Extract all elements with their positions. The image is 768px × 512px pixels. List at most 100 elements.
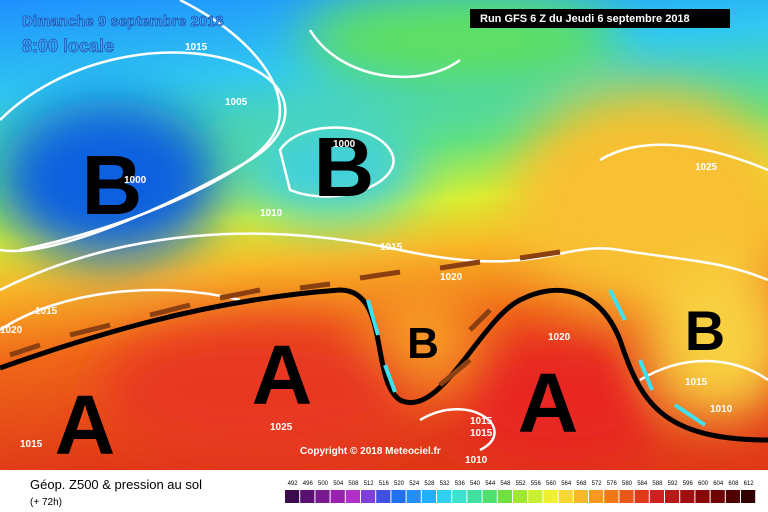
legend-swatch [619,490,634,503]
isobar-label: 1010 [260,208,283,219]
legend-label: 596 [683,481,694,487]
pressure-centre: A [518,356,579,450]
legend-label: 568 [576,481,587,487]
legend-swatch [452,490,467,503]
legend-swatch [589,490,604,503]
legend-swatch [300,490,315,503]
legend-swatch [406,490,421,503]
isobar-label: 1015 [470,428,493,439]
isobar-label: 1015 [470,416,493,427]
legend-swatch [513,490,528,503]
legend-swatch [315,490,330,503]
legend-swatch [482,490,497,503]
legend-swatch [497,490,512,503]
isobar-label: 1000 [124,175,147,186]
legend-label: 592 [668,481,679,487]
legend-swatch [680,490,695,503]
wind-arrows [9,249,561,387]
legend-label: 556 [531,481,542,487]
legend-swatch [665,490,680,503]
legend-label: 560 [546,481,557,487]
legend-label: 516 [379,481,390,487]
legend-swatch [421,490,436,503]
isobar-label: 1020 [0,325,23,336]
pressure-centre: B [314,120,375,214]
pressure-centre: B [407,319,439,368]
cyan-arrows [366,289,707,427]
legend-label: 612 [744,481,755,487]
legend-label: 600 [698,481,709,487]
legend-label: 496 [303,481,314,487]
legend-label: 492 [288,481,299,487]
legend-label: 504 [333,481,344,487]
legend-label: 584 [637,481,648,487]
legend-swatch [285,490,300,503]
legend-swatch [391,490,406,503]
legend-swatch [573,490,588,503]
pressure-centre: A [252,328,313,422]
legend-label: 564 [561,481,572,487]
legend-swatch [528,490,543,503]
isobar-label: 1015 [380,242,403,253]
legend-swatch [741,490,756,503]
isobar-label: 1025 [270,422,293,433]
legend-label: 552 [516,481,527,487]
legend-label: 540 [470,481,481,487]
legend-swatch [467,490,482,503]
isobar-label: 1015 [20,439,43,450]
footer-title: Géop. Z500 & pression au sol [30,477,202,492]
run-info: Run GFS 6 Z du Jeudi 6 septembre 2018 [480,13,690,25]
jet-axis [0,287,768,443]
legend-label: 588 [652,481,663,487]
legend-swatch [437,490,452,503]
legend-swatch [710,490,725,503]
legend-label: 608 [728,481,739,487]
pressure-centre: B [82,138,143,232]
legend-swatch [649,490,664,503]
isobar-label: 1015 [35,306,58,317]
legend-label: 500 [318,481,329,487]
valid-time: 8:00 locale [22,36,114,56]
legend-swatch [604,490,619,503]
legend-swatch [330,490,345,503]
legend-label: 528 [424,481,435,487]
legend-label: 520 [394,481,405,487]
legend-swatch [695,490,710,503]
legend-label: 532 [440,481,451,487]
legend-label: 544 [485,481,496,487]
legend-swatch [361,490,376,503]
isobar-label: 1025 [695,162,718,173]
legend-swatch [376,490,391,503]
legend-label: 536 [455,481,466,487]
isobar-label: 1005 [225,97,248,108]
run-box [470,9,730,28]
legend-label: 512 [364,481,375,487]
isobar-labels: 1015 1005 1000 1000 1010 1015 1020 1020 1025 1025… [0,42,733,466]
isobar-label: 1015 [685,377,708,388]
legend: 492 496 500 504 508 512 516 520 524 528 532 536 540 5… [285,481,756,503]
legend-swatch [543,490,558,503]
legend-label: 572 [592,481,603,487]
isobar-label: 1000 [333,139,356,150]
isobar-label: 1010 [710,404,733,415]
legend-label: 548 [500,481,511,487]
copyright: Copyright © 2018 Meteociel.fr [300,446,441,457]
legend-label: 508 [348,481,359,487]
isobar-lines [0,0,768,450]
legend-swatch [634,490,649,503]
isobar-label: 1020 [440,272,463,283]
legend-swatch [558,490,573,503]
legend-swatch [725,490,740,503]
pressure-centre: A [55,378,116,472]
legend-label: 580 [622,481,633,487]
legend-label: 604 [713,481,724,487]
footer-lead: (+ 72h) [30,497,62,508]
isobar-label: 1010 [465,455,488,466]
isobar-label: 1020 [548,332,571,343]
isobar-label: 1015 [185,42,208,53]
valid-date: Dimanche 9 septembre 2018 [22,13,224,30]
legend-label: 524 [409,481,420,487]
pressure-centre: B [685,299,725,362]
